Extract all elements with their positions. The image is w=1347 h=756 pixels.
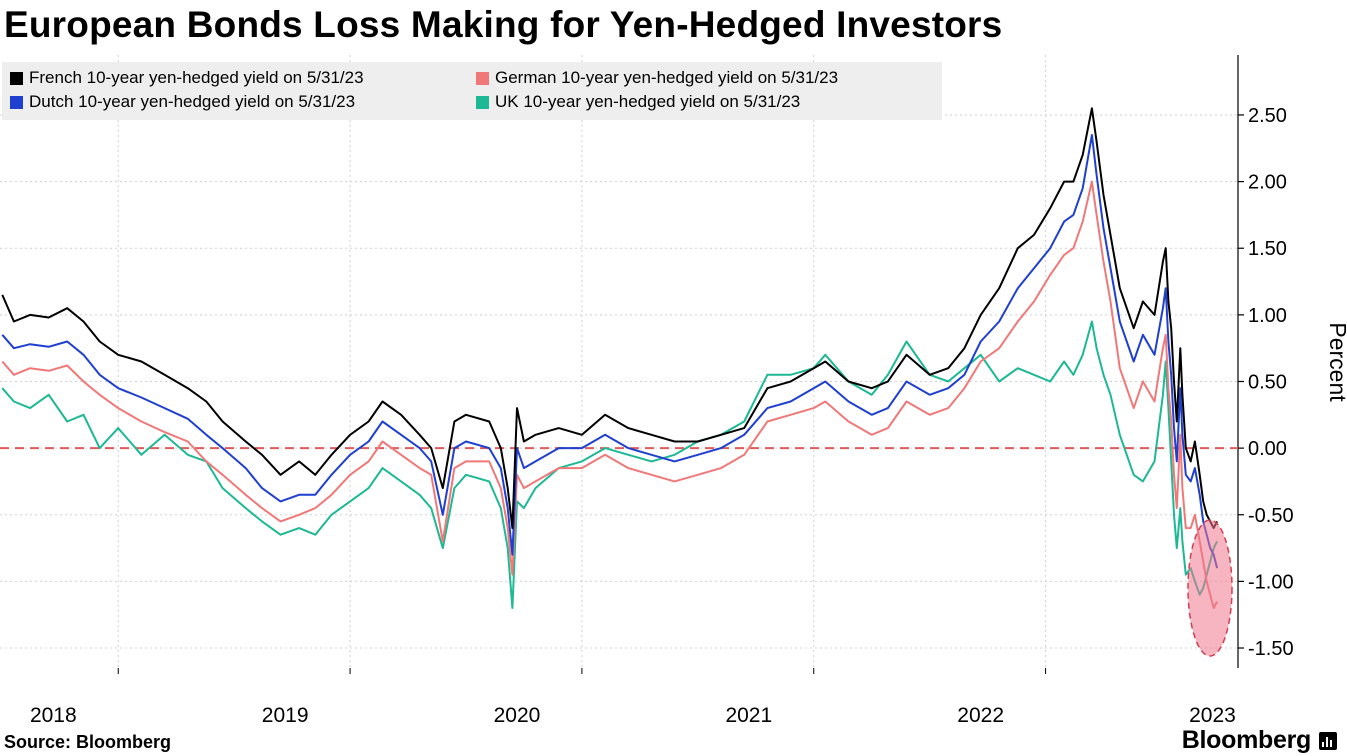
legend-swatch-uk xyxy=(476,95,489,109)
legend-label-dutch: Dutch 10-year yen-hedged yield on 5/31/2… xyxy=(29,92,356,111)
y-tick-label: -1.00 xyxy=(1248,571,1294,593)
legend-label-french: French 10-year yen-hedged yield on 5/31/… xyxy=(29,68,364,87)
chart-title: European Bonds Loss Making for Yen-Hedge… xyxy=(4,4,1003,45)
y-tick-label: 1.50 xyxy=(1248,238,1287,260)
french-yield-line xyxy=(1,107,1218,530)
uk-yield-line xyxy=(1,320,1218,609)
x-tick-label: 2021 xyxy=(725,704,772,727)
x-tick-label: 2023 xyxy=(1189,704,1236,727)
legend-label-uk: UK 10-year yen-hedged yield on 5/31/23 xyxy=(495,92,801,111)
x-tick-label: 2020 xyxy=(494,704,541,727)
legend-swatch-german xyxy=(476,71,489,85)
legend-item-french: French 10-year yen-hedged yield on 5/31/… xyxy=(10,68,364,88)
legend-item-uk: UK 10-year yen-hedged yield on 5/31/23 xyxy=(476,92,800,112)
y-tick-label: 0.50 xyxy=(1248,371,1287,393)
legend-item-german: German 10-year yen-hedged yield on 5/31/… xyxy=(476,68,838,88)
y-tick-label: 1.00 xyxy=(1248,305,1287,327)
y-tick-label: 2.00 xyxy=(1248,172,1287,194)
dutch-yield-line xyxy=(1,134,1219,569)
x-tick-label: 2022 xyxy=(957,704,1004,727)
y-axis-title: Percent xyxy=(1325,322,1347,402)
german-yield-line xyxy=(1,180,1218,609)
x-tick-label: 2019 xyxy=(262,704,309,727)
y-tick-label: -1.50 xyxy=(1248,638,1294,660)
highlight-ellipse xyxy=(1187,519,1233,657)
bloomberg-chart-icon xyxy=(1319,732,1337,750)
y-tick-label: 2.50 xyxy=(1248,105,1287,127)
source-note: Source: Bloomberg xyxy=(4,732,172,752)
legend-swatch-french xyxy=(10,71,23,85)
legend-item-dutch: Dutch 10-year yen-hedged yield on 5/31/2… xyxy=(10,92,355,112)
legend-swatch-dutch xyxy=(10,95,23,109)
legend-label-german: German 10-year yen-hedged yield on 5/31/… xyxy=(495,68,839,87)
y-tick-label: 0.00 xyxy=(1248,438,1287,460)
x-tick-label: 2018 xyxy=(30,704,77,727)
brand-logo: Bloomberg xyxy=(1181,726,1312,754)
y-tick-label: -0.50 xyxy=(1248,505,1294,527)
legend: French 10-year yen-hedged yield on 5/31/… xyxy=(2,62,942,120)
